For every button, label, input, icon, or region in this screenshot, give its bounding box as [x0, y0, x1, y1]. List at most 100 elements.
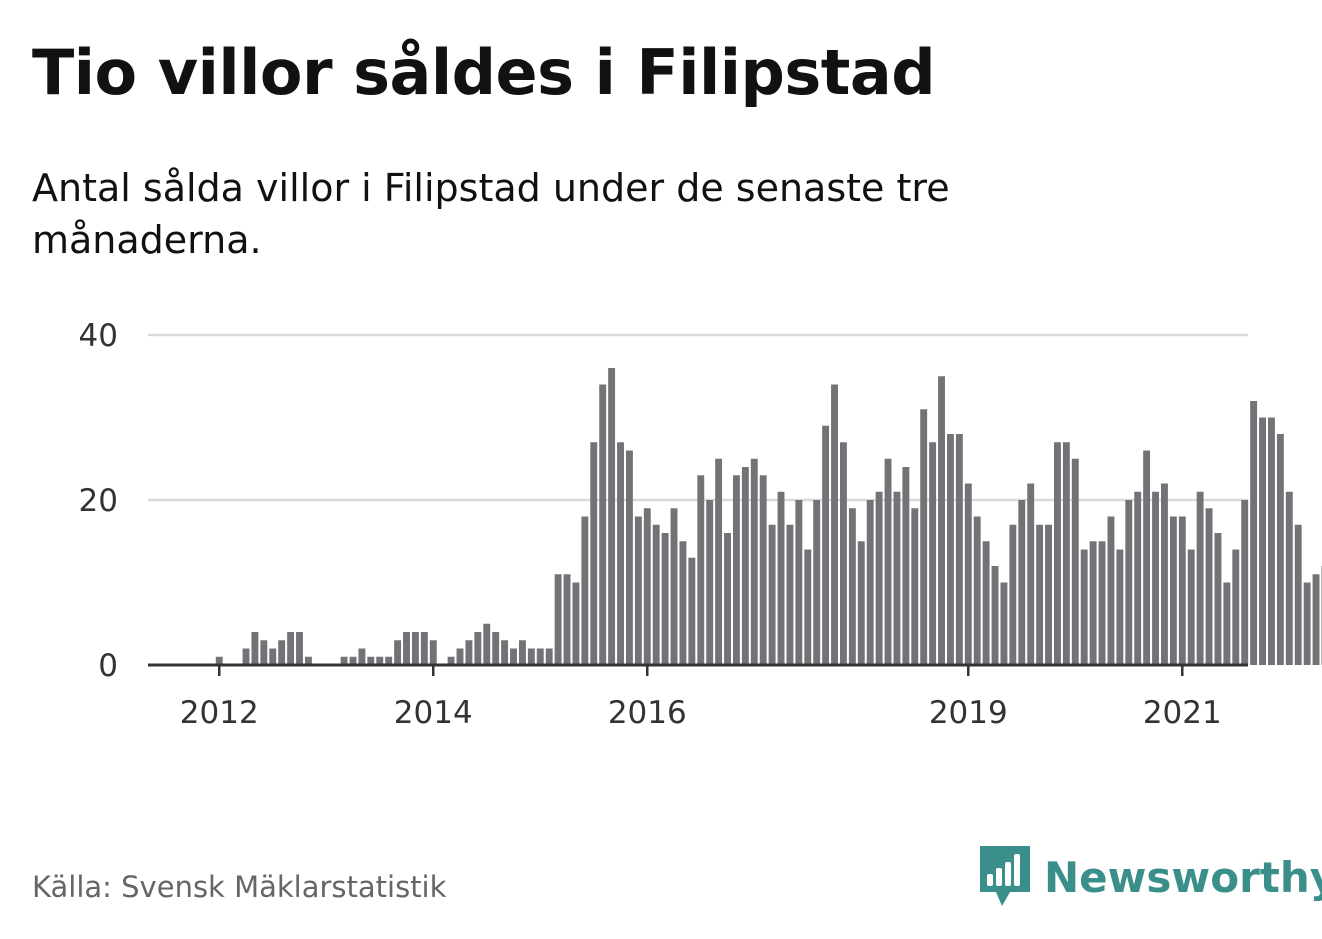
bar — [518, 640, 526, 665]
bar — [1294, 524, 1302, 665]
bar — [661, 533, 669, 665]
bar — [403, 632, 410, 665]
bar — [1178, 516, 1186, 665]
bar — [349, 656, 357, 665]
bar — [1232, 549, 1240, 665]
bar — [1250, 401, 1258, 665]
brand-name: Newsworthy — [1044, 852, 1322, 902]
bar — [911, 508, 919, 665]
x-tick-label: 2012 — [180, 695, 259, 731]
bars — [215, 368, 1322, 665]
bar — [1107, 516, 1115, 665]
source-note: Källa: Svensk Mäklarstatistik — [32, 870, 447, 904]
bar — [991, 566, 999, 665]
bar — [724, 533, 731, 665]
bar — [483, 623, 491, 665]
bar — [617, 442, 624, 665]
bar — [1009, 524, 1017, 665]
bar — [884, 458, 892, 665]
bar — [376, 656, 384, 665]
bar — [1018, 500, 1026, 665]
bar — [590, 442, 598, 665]
x-tick-label: 2014 — [394, 695, 473, 731]
chart-title: Tio villor såldes i Filipstad — [32, 36, 936, 109]
bar — [759, 475, 767, 665]
bar — [831, 384, 838, 665]
bar — [1134, 491, 1142, 665]
bar — [242, 648, 250, 665]
bar — [1000, 582, 1008, 665]
bar — [1080, 549, 1088, 665]
bar — [269, 648, 277, 665]
bar — [385, 656, 393, 665]
bar — [465, 640, 473, 665]
y-axis-ticks: 0 20 40 — [79, 318, 118, 684]
bar — [920, 409, 928, 665]
bar — [848, 508, 856, 665]
bar — [1098, 541, 1106, 665]
bar — [795, 500, 803, 665]
bar — [813, 500, 821, 665]
bar — [786, 524, 794, 665]
x-tick-label: 2019 — [929, 695, 1008, 731]
bar — [527, 648, 535, 665]
bar — [581, 516, 589, 665]
bar — [563, 574, 571, 665]
bar — [1259, 417, 1266, 665]
bar — [1062, 442, 1070, 665]
x-axis-ticks: 201220142016201920212023 — [180, 665, 1222, 731]
bar — [1071, 458, 1079, 665]
bar — [599, 384, 607, 665]
bar — [1045, 524, 1052, 665]
bar — [394, 640, 402, 665]
y-tick-label: 40 — [79, 318, 118, 354]
bar — [1089, 541, 1097, 665]
bar — [1143, 450, 1151, 665]
bar — [536, 648, 544, 665]
bar — [420, 632, 428, 665]
bar — [429, 640, 437, 665]
bar — [715, 458, 723, 665]
bar — [1268, 417, 1275, 665]
bar — [938, 376, 945, 665]
bar — [1241, 500, 1249, 665]
bar — [777, 491, 785, 665]
bar — [1214, 533, 1222, 665]
bar — [545, 648, 553, 665]
bar — [679, 541, 687, 665]
bar — [955, 434, 963, 665]
bar — [1276, 434, 1284, 665]
bar — [741, 467, 749, 665]
bar — [643, 508, 651, 665]
bar — [1196, 491, 1204, 665]
bar — [982, 541, 990, 665]
bar — [1054, 442, 1061, 665]
bar — [875, 491, 883, 665]
bar — [510, 648, 517, 665]
bar — [1161, 483, 1168, 665]
bar — [278, 640, 286, 665]
bar — [554, 574, 562, 665]
y-tick-label: 20 — [79, 483, 118, 519]
bar — [1036, 524, 1044, 665]
bar — [501, 640, 509, 665]
brand-logo: Newsworthy — [980, 846, 1322, 908]
bar — [634, 516, 642, 665]
bar — [367, 656, 375, 665]
bar — [1303, 582, 1311, 665]
bar — [857, 541, 865, 665]
bar — [251, 632, 259, 665]
bar — [1116, 549, 1124, 665]
bar — [902, 467, 910, 665]
bar — [287, 632, 295, 665]
bar — [964, 483, 972, 665]
bar — [732, 475, 740, 665]
x-tick-label: 2016 — [608, 695, 687, 731]
bar — [688, 557, 696, 665]
bar — [1285, 491, 1293, 665]
bar — [652, 524, 660, 665]
bar — [296, 632, 303, 665]
bar — [447, 656, 455, 665]
bar — [608, 368, 616, 665]
